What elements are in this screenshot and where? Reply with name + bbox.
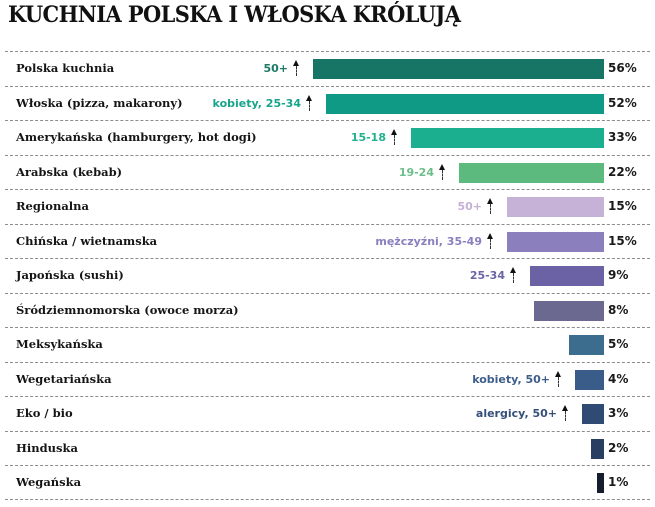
chart-row-regionalna: Regionalna 50+ 15% bbox=[5, 189, 650, 224]
value-label: 9% bbox=[608, 268, 629, 282]
chart-row-srodziemnomorska: Śródziemnomorska (owoce morza) 8% bbox=[5, 292, 650, 328]
up-arrow-icon bbox=[562, 405, 569, 421]
value-label: 4% bbox=[608, 371, 629, 386]
category-label: Regionalna bbox=[16, 199, 89, 213]
chart-row-weganska: Wegańska 1% bbox=[5, 465, 650, 500]
category-label: Meksykańska bbox=[16, 337, 103, 351]
bar bbox=[459, 162, 604, 183]
demographic-annotation: 50+ bbox=[263, 62, 288, 75]
category-label: Eko / bio bbox=[16, 406, 73, 420]
category-label: Japońska (sushi) bbox=[16, 268, 124, 282]
value-label: 8% bbox=[608, 302, 629, 317]
category-label: Chińska / wietnamska bbox=[16, 233, 158, 248]
up-arrow-icon bbox=[487, 198, 494, 214]
demographic-annotation: 19-24 bbox=[398, 165, 434, 179]
category-label: Arabska (kebab) bbox=[16, 164, 123, 179]
up-arrow-icon bbox=[306, 94, 313, 111]
chart-row-eko-bio: Eko / bio alergicy, 50+ 3% bbox=[5, 396, 650, 431]
bar bbox=[507, 231, 604, 252]
category-label: Hinduska bbox=[16, 440, 78, 455]
category-label: Włoska (pizza, makarony) bbox=[16, 95, 183, 110]
category-label: Amerykańska (hamburgery, hot dogi) bbox=[16, 130, 257, 144]
demographic-annotation: mężczyźni, 35-49 bbox=[375, 234, 482, 248]
bar bbox=[313, 59, 604, 79]
demographic-annotation: kobiety, 50+ bbox=[472, 372, 550, 386]
up-arrow-icon bbox=[487, 232, 494, 249]
bar bbox=[507, 197, 604, 217]
value-label: 15% bbox=[608, 199, 637, 213]
bar bbox=[591, 438, 604, 459]
chart-row-wloska: Włoska (pizza, makarony) kobiety, 25-34 … bbox=[5, 85, 650, 121]
demographic-annotation: 25-34 bbox=[469, 269, 505, 282]
bar bbox=[569, 335, 604, 355]
bar bbox=[597, 473, 604, 493]
chart-row-hinduska: Hinduska 2% bbox=[5, 430, 650, 466]
bar bbox=[411, 128, 604, 148]
demographic-annotation: alergicy, 50+ bbox=[475, 407, 557, 420]
chart-row-arabska: Arabska (kebab) 19-24 22% bbox=[5, 154, 650, 190]
bar bbox=[530, 266, 604, 286]
up-arrow-icon bbox=[555, 370, 562, 387]
up-arrow-icon bbox=[293, 60, 300, 76]
demographic-annotation: 50+ bbox=[457, 200, 482, 213]
value-label: 15% bbox=[608, 233, 637, 248]
bar bbox=[326, 93, 604, 114]
category-label: Wegetariańska bbox=[16, 371, 112, 386]
value-label: 52% bbox=[608, 95, 637, 110]
up-arrow-icon bbox=[439, 163, 446, 180]
up-arrow-icon bbox=[510, 267, 517, 283]
value-label: 1% bbox=[608, 475, 629, 489]
value-label: 3% bbox=[608, 406, 629, 420]
demographic-annotation: kobiety, 25-34 bbox=[212, 96, 301, 110]
value-label: 33% bbox=[608, 130, 637, 144]
chart-row-amerykanska: Amerykańska (hamburgery, hot dogi) 15-18… bbox=[5, 120, 650, 155]
up-arrow-icon bbox=[391, 129, 398, 145]
chart-row-japonska: Japońska (sushi) 25-34 9% bbox=[5, 258, 650, 293]
value-label: 5% bbox=[608, 337, 629, 351]
value-label: 2% bbox=[608, 440, 629, 455]
category-label: Śródziemnomorska (owoce morza) bbox=[16, 302, 239, 317]
chart-title: KUCHNIA POLSKA I WŁOSKA KRÓLUJĄ bbox=[8, 2, 461, 28]
category-label: Polska kuchnia bbox=[16, 61, 115, 75]
category-label: Wegańska bbox=[16, 475, 82, 489]
chart-row-meksykanska: Meksykańska 5% bbox=[5, 327, 650, 362]
bar bbox=[575, 369, 604, 390]
chart-row-polska: Polska kuchnia 50+ 56% bbox=[5, 51, 650, 86]
row-separator bbox=[5, 499, 650, 500]
chart-row-wegetarianska: Wegetariańska kobiety, 50+ 4% bbox=[5, 361, 650, 397]
bar bbox=[582, 404, 604, 424]
chart-row-chinska: Chińska / wietnamska mężczyźni, 35-49 15… bbox=[5, 223, 650, 259]
demographic-annotation: 15-18 bbox=[350, 131, 386, 144]
bar bbox=[534, 300, 604, 321]
value-label: 56% bbox=[608, 61, 637, 75]
value-label: 22% bbox=[608, 164, 637, 179]
